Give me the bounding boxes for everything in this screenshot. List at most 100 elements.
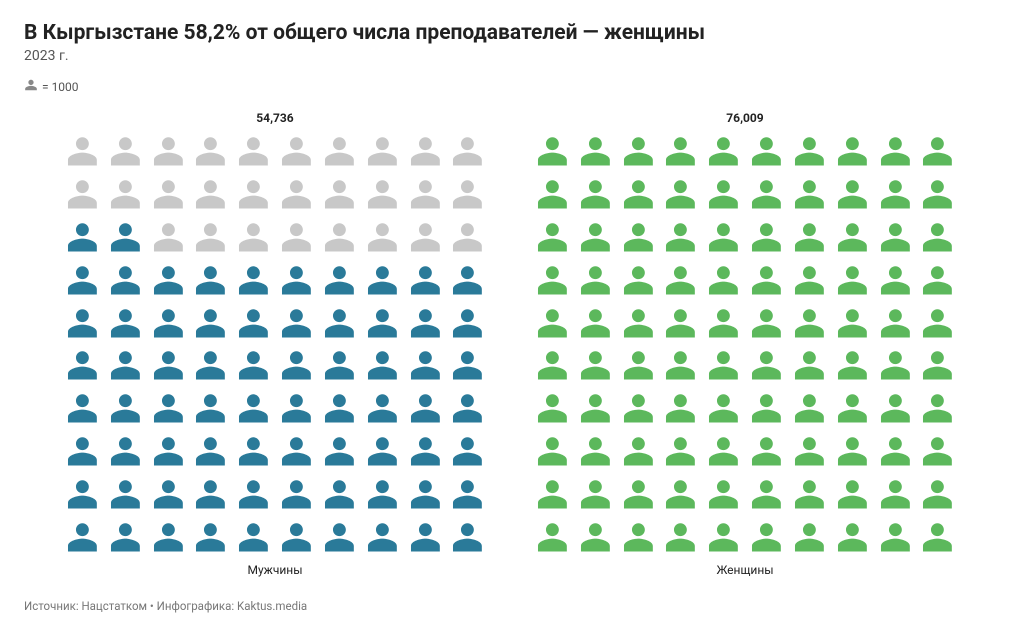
pictogram-unit (662, 476, 699, 513)
pictogram-unit (834, 262, 871, 299)
icon-grid-men (64, 133, 486, 555)
pictogram-unit (534, 347, 571, 384)
pictogram-unit (834, 476, 871, 513)
pictogram-unit (192, 476, 229, 513)
pictogram-unit (791, 133, 828, 170)
pictogram-unit (192, 305, 229, 342)
pictogram-unit (321, 262, 358, 299)
pictogram-unit (235, 476, 272, 513)
pictogram-unit (278, 219, 315, 256)
pictogram-unit (620, 347, 657, 384)
pictogram-unit (705, 176, 742, 213)
pictogram-unit (791, 519, 828, 556)
pictogram-unit (407, 176, 444, 213)
pictogram-unit (235, 347, 272, 384)
pictogram-unit (107, 347, 144, 384)
pictogram-unit (748, 219, 785, 256)
pictogram-unit (919, 476, 956, 513)
pictogram-unit (791, 219, 828, 256)
pictogram-unit (877, 476, 914, 513)
pictogram-unit (705, 476, 742, 513)
pictogram-unit (834, 433, 871, 470)
pictogram-unit (278, 133, 315, 170)
pictogram-unit (321, 347, 358, 384)
pictogram-unit (877, 133, 914, 170)
pictogram-unit (662, 219, 699, 256)
pictogram-unit (705, 347, 742, 384)
pictogram-unit (107, 176, 144, 213)
pictogram-unit (150, 519, 187, 556)
chart-col-men: 54,736 Мужчины (64, 111, 486, 577)
pictogram-unit (919, 347, 956, 384)
pictogram-unit (364, 519, 401, 556)
pictogram-unit (407, 347, 444, 384)
pictogram-unit (705, 133, 742, 170)
pictogram-unit (192, 347, 229, 384)
pictogram-unit (364, 176, 401, 213)
pictogram-unit (919, 176, 956, 213)
pictogram-unit (834, 305, 871, 342)
pictogram-unit (449, 176, 486, 213)
pictogram-unit (748, 133, 785, 170)
pictogram-unit (192, 433, 229, 470)
pictogram-unit (577, 519, 614, 556)
pictogram-unit (321, 219, 358, 256)
pictogram-unit (364, 133, 401, 170)
pictogram-unit (662, 133, 699, 170)
pictogram-unit (577, 305, 614, 342)
legend: = 1000 (24, 78, 996, 95)
pictogram-unit (150, 262, 187, 299)
pictogram-unit (107, 262, 144, 299)
pictogram-unit (662, 176, 699, 213)
pictogram-unit (449, 347, 486, 384)
pictogram-unit (748, 433, 785, 470)
pictogram-unit (449, 219, 486, 256)
pictogram-unit (150, 305, 187, 342)
pictogram-unit (107, 390, 144, 427)
pictogram-unit (150, 219, 187, 256)
pictogram-unit (321, 433, 358, 470)
pictogram-unit (235, 133, 272, 170)
pictogram-unit (364, 347, 401, 384)
pictogram-unit (577, 476, 614, 513)
pictogram-unit (620, 476, 657, 513)
pictogram-unit (791, 176, 828, 213)
pictogram-unit (364, 262, 401, 299)
pictogram-unit (877, 519, 914, 556)
pictogram-unit (235, 519, 272, 556)
pictogram-unit (748, 305, 785, 342)
pictogram-unit (620, 433, 657, 470)
pictogram-unit (620, 176, 657, 213)
pictogram-unit (620, 390, 657, 427)
pictogram-unit (64, 176, 101, 213)
pictogram-unit (791, 305, 828, 342)
pictogram-unit (877, 433, 914, 470)
pictogram-unit (662, 433, 699, 470)
pictogram-unit (278, 433, 315, 470)
pictogram-unit (107, 133, 144, 170)
pictogram-unit (278, 262, 315, 299)
pictogram-unit (364, 433, 401, 470)
chart-title: В Кыргызстане 58,2% от общего числа преп… (24, 20, 996, 46)
pictogram-unit (577, 390, 614, 427)
pictogram-unit (364, 219, 401, 256)
pictogram-unit (705, 390, 742, 427)
pictogram-unit (192, 133, 229, 170)
pictogram-unit (919, 219, 956, 256)
pictogram-unit (321, 390, 358, 427)
pictogram-unit (64, 433, 101, 470)
pictogram-unit (748, 476, 785, 513)
person-icon (24, 78, 38, 95)
pictogram-unit (919, 305, 956, 342)
pictogram-unit (321, 133, 358, 170)
pictogram-unit (705, 433, 742, 470)
pictogram-unit (834, 519, 871, 556)
pictogram-unit (64, 390, 101, 427)
pictogram-unit (877, 390, 914, 427)
pictogram-unit (278, 305, 315, 342)
pictogram-unit (705, 305, 742, 342)
pictogram-unit (834, 390, 871, 427)
pictogram-unit (834, 133, 871, 170)
pictogram-unit (791, 347, 828, 384)
icon-grid-women (534, 133, 956, 555)
